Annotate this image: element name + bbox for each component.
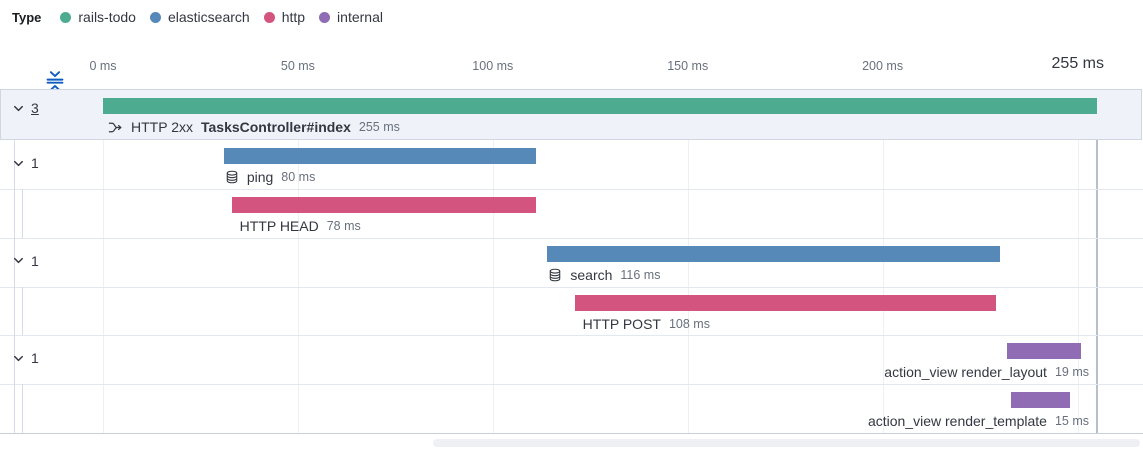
span-label[interactable]: HTTP HEAD 78 ms — [240, 217, 361, 235]
merge-icon — [108, 120, 123, 135]
span-name: TasksController#index — [200, 119, 351, 135]
span-name: action_view render_template — [867, 413, 1047, 430]
tree-guide-depth2 — [22, 384, 23, 433]
span-bar-rails-todo[interactable] — [103, 98, 1097, 114]
tree-guide-depth2 — [22, 188, 23, 238]
axis-tick-label: 200 ms — [862, 59, 904, 73]
children-count[interactable]: 1 — [31, 252, 39, 269]
span-bar-internal[interactable] — [1011, 392, 1070, 409]
span-bar-internal[interactable] — [1007, 343, 1082, 360]
chart-bottom-border — [0, 433, 1143, 434]
span-label[interactable]: HTTP 2xx TasksController#index 255 ms — [108, 118, 400, 136]
legend-item-http: http — [263, 9, 305, 25]
row-separator — [0, 335, 1143, 337]
chevron-down-icon — [11, 101, 26, 116]
span-name: action_view render_layout — [884, 364, 1047, 381]
row-separator — [0, 384, 1143, 386]
span-duration: 116 ms — [620, 267, 661, 282]
fold-icon[interactable] — [44, 70, 66, 92]
span-name: HTTP HEAD — [239, 217, 319, 234]
chevron-down-icon — [11, 156, 26, 171]
horizontal-scrollbar[interactable] — [433, 439, 1140, 447]
span-duration: 19 ms — [1054, 365, 1089, 380]
accordion-toggle[interactable]: 1 — [11, 155, 39, 171]
tree-guide-depth2 — [22, 286, 23, 336]
axis-end-label: 255 ms — [1051, 55, 1104, 72]
span-bar-elasticsearch[interactable] — [547, 245, 1000, 262]
span-duration: 108 ms — [668, 316, 710, 331]
span-duration: 78 ms — [326, 218, 361, 233]
span-bar-http[interactable] — [231, 196, 536, 213]
accordion-toggle[interactable]: 3 — [11, 100, 39, 116]
children-count[interactable]: 1 — [31, 350, 39, 367]
axis-tick-label: 50 ms — [280, 59, 315, 73]
axis-tick-label: 100 ms — [472, 59, 514, 73]
legend-dot-icon — [149, 11, 161, 23]
span-duration: 255 ms — [358, 120, 400, 134]
span-label[interactable]: ping 80 ms — [225, 168, 316, 186]
span-bar-elasticsearch[interactable] — [223, 148, 536, 164]
database-icon — [225, 170, 239, 184]
chevron-down-icon — [11, 253, 26, 268]
waterfall-legend: Type rails-todo elasticsearch http internal — [12, 9, 383, 25]
span-name: HTTP POST — [582, 315, 661, 332]
span-result-label: HTTP 2xx — [131, 119, 193, 135]
legend-item-rails-todo: rails-todo — [60, 9, 136, 25]
span-name: ping — [246, 169, 274, 185]
span-bar-http[interactable] — [574, 294, 996, 311]
selected-trace-row-background[interactable] — [0, 89, 1142, 140]
database-icon — [548, 268, 562, 282]
row-separator — [0, 286, 1143, 288]
span-label[interactable]: HTTP POST 108 ms — [583, 315, 710, 333]
legend-dot-icon — [60, 11, 72, 23]
row-separator — [0, 188, 1143, 190]
legend-item-internal: internal — [319, 9, 383, 25]
span-name: search — [570, 266, 613, 283]
span-label[interactable]: search 116 ms — [548, 266, 660, 284]
children-count[interactable]: 3 — [31, 100, 39, 116]
axis-tick-label: 0 ms — [89, 59, 117, 73]
legend-dot-icon — [319, 11, 331, 23]
children-count[interactable]: 1 — [31, 155, 39, 171]
legend-dot-icon — [263, 11, 275, 23]
row-separator — [0, 237, 1143, 239]
chevron-down-icon — [11, 351, 26, 366]
span-duration: 15 ms — [1054, 414, 1089, 429]
tree-guide-depth1 — [14, 140, 15, 433]
axis-tick-label: 150 ms — [667, 59, 709, 73]
span-label[interactable]: action_view render_template 15 ms — [868, 412, 1089, 430]
legend-title: Type — [12, 9, 42, 25]
accordion-toggle[interactable]: 1 — [11, 350, 39, 366]
accordion-toggle[interactable]: 1 — [11, 253, 39, 269]
span-duration: 80 ms — [281, 170, 316, 184]
legend-item-elasticsearch: elasticsearch — [149, 9, 250, 25]
span-label[interactable]: action_view render_layout 19 ms — [884, 363, 1089, 381]
